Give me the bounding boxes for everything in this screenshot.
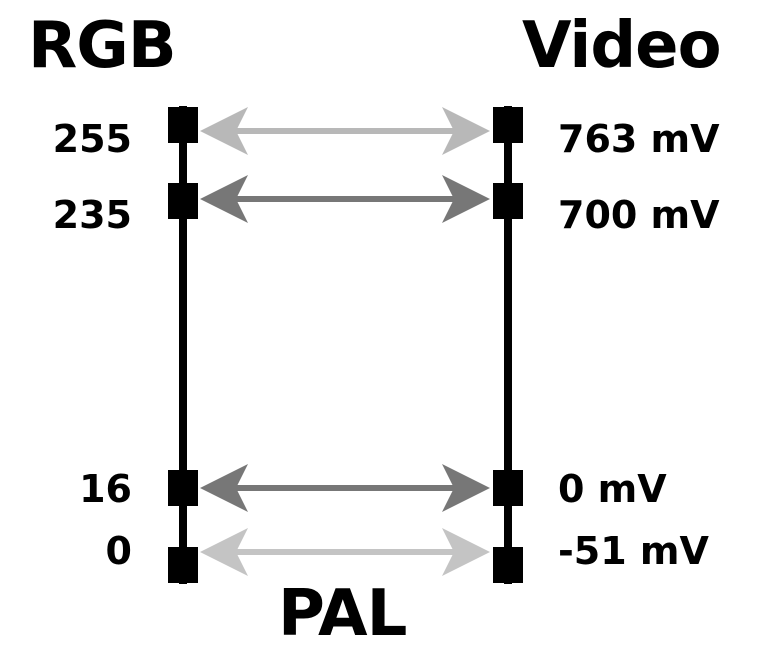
pal-label: PAL xyxy=(278,577,407,651)
rgb-level-255-label: 255 xyxy=(52,117,132,161)
rgb-level-16-label: 16 xyxy=(79,467,132,511)
rgb-level-0-label: 0 xyxy=(105,529,132,573)
video-header: Video xyxy=(522,9,722,83)
rgb-tick-16 xyxy=(168,470,198,506)
video-tick-763mv xyxy=(493,107,523,143)
video-level-700mv-label: 700 mV xyxy=(558,193,720,237)
video-level-763mv-label: 763 mV xyxy=(558,117,720,161)
rgb-tick-255 xyxy=(168,107,198,143)
rgb-tick-0 xyxy=(168,547,198,583)
rgb-header: RGB xyxy=(28,9,177,83)
video-tick-0mv xyxy=(493,470,523,506)
video-tick-700mv xyxy=(493,183,523,219)
rgb-tick-235 xyxy=(168,183,198,219)
video-level-0mv-label: 0 mV xyxy=(558,467,667,511)
video-tick-minus51mv xyxy=(493,547,523,583)
video-level-minus51mv-label: -51 mV xyxy=(558,529,709,573)
rgb-level-235-label: 235 xyxy=(52,193,132,237)
